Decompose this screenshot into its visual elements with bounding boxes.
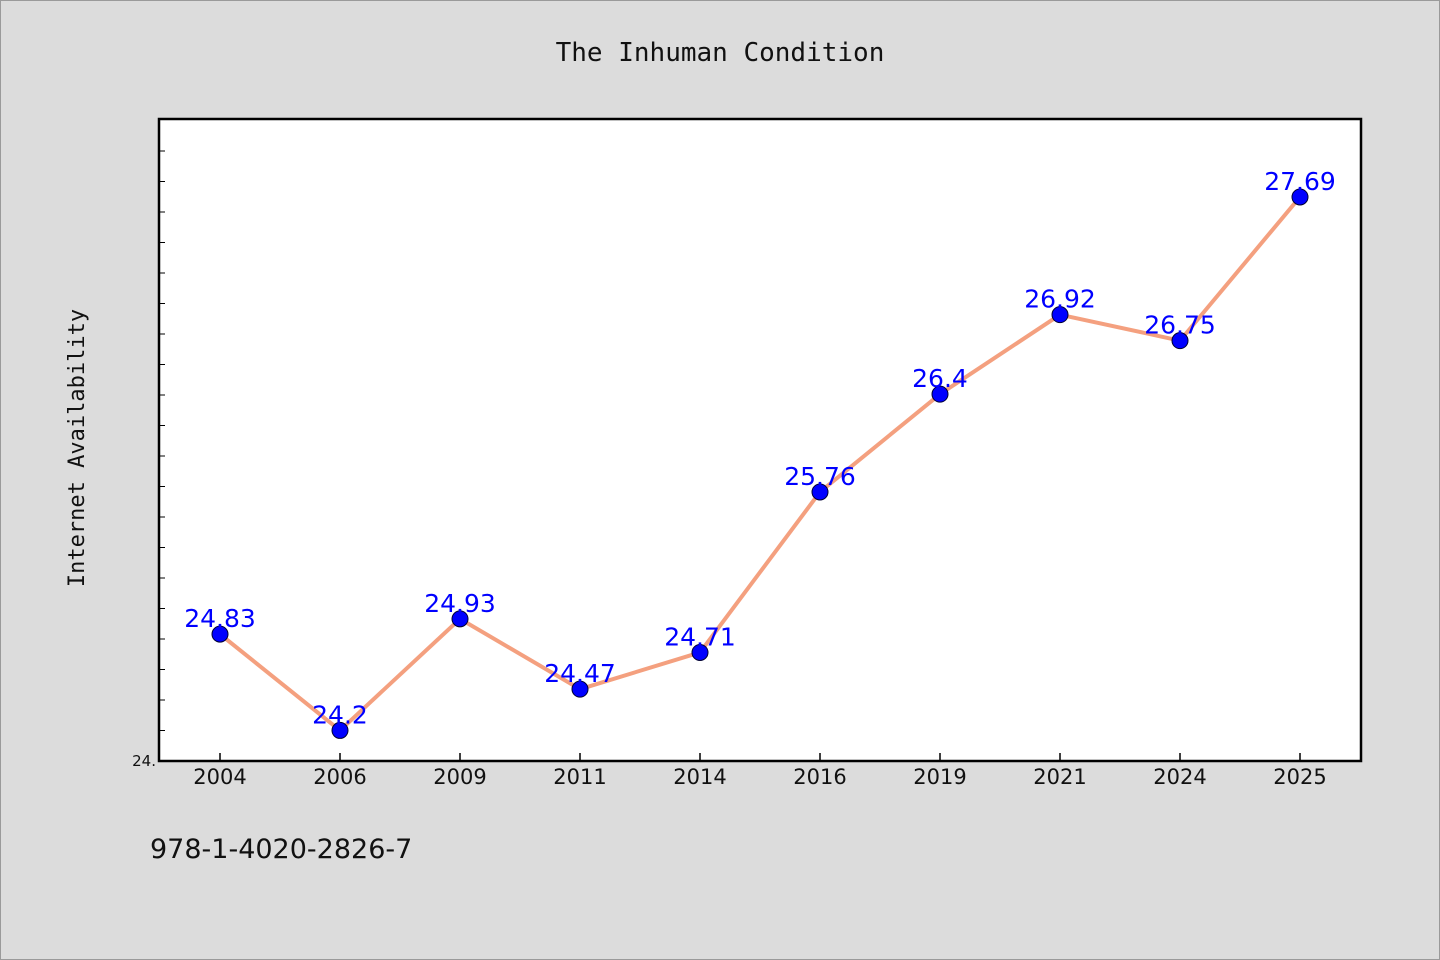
data-label: 26.75 xyxy=(1144,311,1216,340)
y-axis-label: Internet Availability xyxy=(65,309,90,587)
data-point-marker xyxy=(691,643,709,661)
data-label: 26.92 xyxy=(1024,285,1096,314)
chart-title: The Inhuman Condition xyxy=(556,38,885,68)
tick-layer: 2004 2006 2009 2011 2014 2016 2019 2021 2024 2025… xyxy=(132,752,1327,789)
x-tick-label: 2011 xyxy=(553,765,606,789)
x-tick-label: 2009 xyxy=(433,765,486,789)
data-point-marker xyxy=(451,610,469,628)
data-point-marker xyxy=(1051,306,1069,324)
data-point-marker xyxy=(931,385,949,403)
series-layer: 24.83 24.2 24.93 24.47 24.71 25.76 26.4 26.92 26… xyxy=(184,167,1336,739)
plot-area xyxy=(159,119,1361,761)
series-line xyxy=(218,195,1302,733)
x-tick-label: 2016 xyxy=(793,765,846,789)
data-point-marker xyxy=(211,625,229,643)
data-label: 27.69 xyxy=(1264,167,1336,196)
data-point-marker xyxy=(811,483,829,501)
x-tick-label: 2019 xyxy=(913,765,966,789)
x-tick-label: 2021 xyxy=(1033,765,1086,789)
x-tick-label: 2014 xyxy=(673,765,726,789)
data-label: 24.2 xyxy=(312,700,368,729)
x-tick-label: 2024 xyxy=(1153,765,1206,789)
footnote-text: 978-1-4020-2826-7 xyxy=(150,834,413,865)
data-point-marker xyxy=(1171,332,1189,350)
y-tick-label: 24. xyxy=(132,752,156,770)
data-label: 24.47 xyxy=(544,659,616,688)
data-point-marker xyxy=(1291,188,1309,206)
x-tick-label: 2006 xyxy=(313,765,366,789)
data-label: 24.93 xyxy=(424,589,496,618)
plot-border xyxy=(157,117,1363,763)
data-label: 26.4 xyxy=(912,364,968,393)
data-label: 24.71 xyxy=(664,622,736,651)
data-label: 24.83 xyxy=(184,604,256,633)
data-label: 25.76 xyxy=(784,462,856,491)
data-point-marker xyxy=(331,721,349,739)
data-point-marker xyxy=(571,680,589,698)
x-tick-label: 2025 xyxy=(1273,765,1326,789)
x-tick-label: 2004 xyxy=(193,765,246,789)
